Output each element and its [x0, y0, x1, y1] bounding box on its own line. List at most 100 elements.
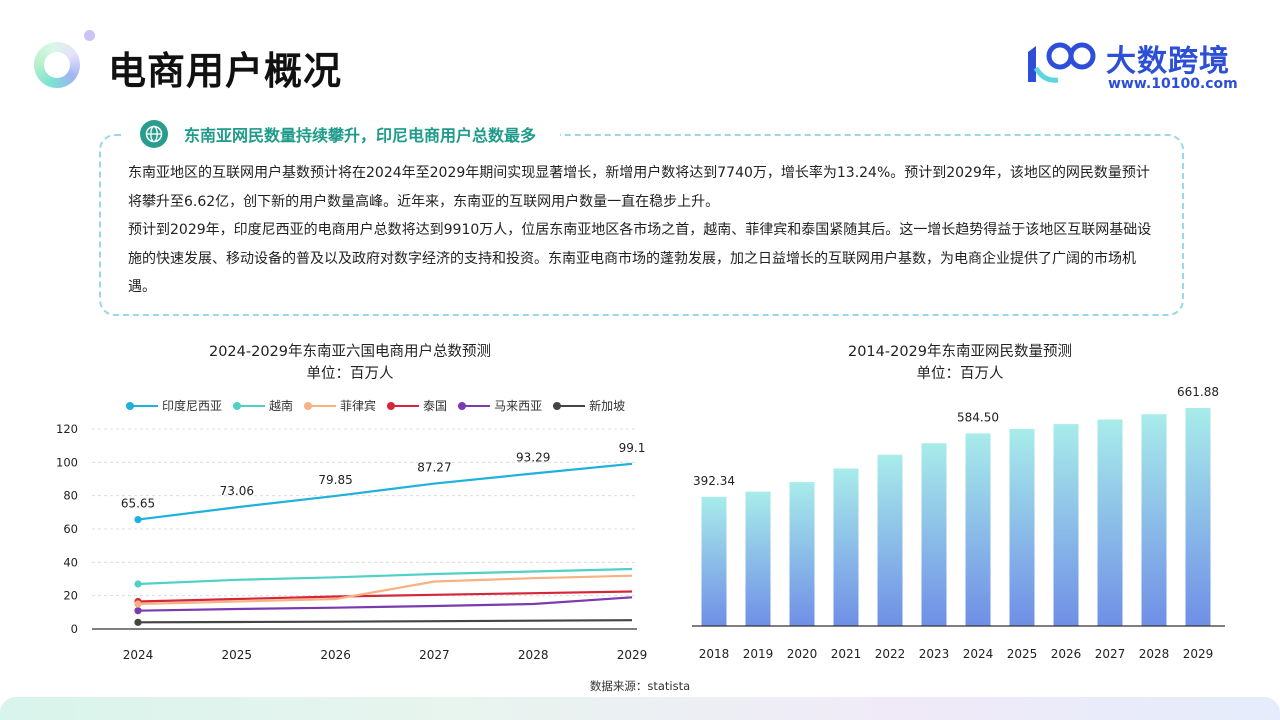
globe-icon — [140, 120, 168, 148]
x-tick-label: 2018 — [699, 647, 730, 661]
legend-swatch — [387, 400, 420, 412]
data-label: 661.88 — [1177, 385, 1219, 399]
legend-item: 马来西亚 — [458, 397, 542, 414]
y-tick-label: 80 — [63, 489, 78, 503]
legend-label: 泰国 — [423, 399, 448, 413]
legend-label: 新加坡 — [589, 399, 626, 413]
bar — [789, 482, 815, 626]
data-label: 79.85 — [318, 473, 352, 487]
bar — [833, 468, 859, 626]
legend-item: 印度尼西亚 — [126, 397, 222, 414]
legend-label: 马来西亚 — [494, 399, 543, 413]
data-label: 73.06 — [220, 484, 254, 498]
y-tick-label: 100 — [56, 455, 78, 469]
bar — [745, 491, 771, 626]
callout-box — [99, 134, 1184, 316]
page-title: 电商用户概况 — [108, 49, 343, 93]
bar — [1053, 424, 1079, 626]
bar-chart-title-text: 2014-2029年东南亚网民数量预测 — [847, 344, 1073, 360]
data-label: 99.1 — [619, 441, 646, 455]
x-tick-label: 2027 — [419, 648, 450, 662]
logo-name: 大数跨境 — [1106, 44, 1230, 79]
x-tick-label: 2019 — [743, 647, 774, 661]
bar — [701, 496, 727, 626]
x-tick-label: 2026 — [1051, 647, 1082, 661]
series-line — [137, 619, 633, 624]
data-label: 93.29 — [516, 451, 550, 465]
bar-chart: 2018 392.34 2019 2020 2021 2022 2023 2024 584.50… — [692, 385, 1225, 661]
callout-body: 东南亚地区的互联网用户基数预计将在2024年至2029年期间实现显著增长，新增用… — [128, 159, 1158, 302]
bar — [1097, 419, 1123, 626]
bar — [1009, 429, 1035, 626]
line-chart-unit: 单位：百万人 — [306, 366, 394, 382]
callout-title: 东南亚网民数量持续攀升，印尼电商用户总数最多 — [184, 126, 537, 145]
bar-chart-title: 2014-2029年东南亚网民数量预测 单位：百万人 — [760, 341, 1160, 385]
y-tick-label: 20 — [63, 589, 78, 603]
data-label: 584.50 — [957, 410, 999, 424]
callout-paragraph: 预计到2029年，印度尼西亚的电商用户总数将达到9910万人，位居东南亚地区各市… — [128, 222, 1152, 296]
x-tick-label: 2024 — [963, 647, 994, 661]
legend-item: 泰国 — [387, 397, 447, 414]
x-tick-label: 2020 — [787, 647, 818, 661]
series-line — [137, 596, 633, 612]
data-source: 数据来源：statista — [589, 679, 691, 693]
legend-item: 菲律宾 — [304, 397, 376, 414]
bar-chart-unit: 单位：百万人 — [916, 366, 1004, 382]
x-tick-label: 2029 — [617, 648, 648, 662]
x-tick-label: 2028 — [518, 648, 549, 662]
y-tick-label: 60 — [63, 522, 78, 536]
bottom-band — [0, 697, 1280, 720]
legend-swatch — [126, 400, 158, 412]
legend-label: 菲律宾 — [340, 399, 377, 413]
data-label: 392.34 — [693, 474, 735, 488]
callout-header: 东南亚网民数量持续攀升，印尼电商用户总数最多 — [124, 118, 561, 150]
series-line — [137, 574, 633, 606]
y-tick-label: 40 — [63, 555, 78, 569]
decorative-dot — [84, 30, 95, 41]
series-start-point — [134, 600, 142, 608]
bar — [965, 433, 991, 626]
callout-paragraph: 东南亚地区的互联网用户基数预计将在2024年至2029年期间实现显著增长，新增用… — [128, 165, 1150, 210]
series-start-point — [134, 580, 142, 588]
bar — [921, 443, 947, 626]
bar — [1185, 408, 1211, 626]
line-chart-title: 2024-2029年东南亚六国电商用户总数预测 单位：百万人 — [150, 341, 550, 385]
series-line — [137, 567, 633, 586]
x-tick-label: 2028 — [1139, 647, 1170, 661]
data-label: 65.65 — [121, 497, 155, 511]
series-start-point — [134, 515, 142, 524]
line-chart: 0 20 40 60 80 100 120 2024 2025 2026 2027 2028 2029 6… — [56, 422, 648, 662]
x-tick-label: 2025 — [1007, 647, 1038, 661]
x-tick-label: 2027 — [1095, 647, 1126, 661]
x-tick-label: 2022 — [875, 647, 906, 661]
logo-mark-icon — [1028, 42, 1096, 83]
x-tick-label: 2025 — [222, 648, 253, 662]
series-line — [137, 462, 633, 521]
series-start-point — [134, 618, 142, 626]
y-tick-label: 0 — [71, 622, 78, 636]
x-tick-label: 2024 — [123, 648, 154, 662]
legend-swatch — [553, 400, 586, 412]
legend-label: 印度尼西亚 — [162, 399, 223, 413]
legend-swatch — [458, 400, 491, 412]
legend-label: 越南 — [269, 399, 294, 413]
bar — [877, 454, 903, 626]
logo-url[interactable]: www.10100.com — [1108, 76, 1238, 92]
line-chart-legend: 印度尼西亚 越南 菲律宾 泰国 马来西亚 新加坡 — [126, 397, 636, 414]
legend-item: 越南 — [233, 397, 293, 414]
bar — [1141, 414, 1167, 626]
line-chart-title-text: 2024-2029年东南亚六国电商用户总数预测 — [208, 344, 492, 360]
y-tick-label: 120 — [56, 422, 78, 436]
x-tick-label: 2026 — [320, 648, 351, 662]
legend-swatch — [233, 400, 266, 412]
decorative-ring — [34, 42, 80, 88]
brand-logo[interactable]: 大数跨境 www.10100.com — [1022, 36, 1252, 96]
x-tick-label: 2029 — [1183, 647, 1214, 661]
x-tick-label: 2023 — [919, 647, 950, 661]
series-line — [137, 590, 633, 603]
data-label: 87.27 — [417, 461, 451, 475]
series-start-point — [134, 607, 142, 615]
x-tick-label: 2021 — [831, 647, 862, 661]
legend-item: 新加坡 — [553, 397, 625, 414]
legend-swatch — [304, 400, 337, 412]
